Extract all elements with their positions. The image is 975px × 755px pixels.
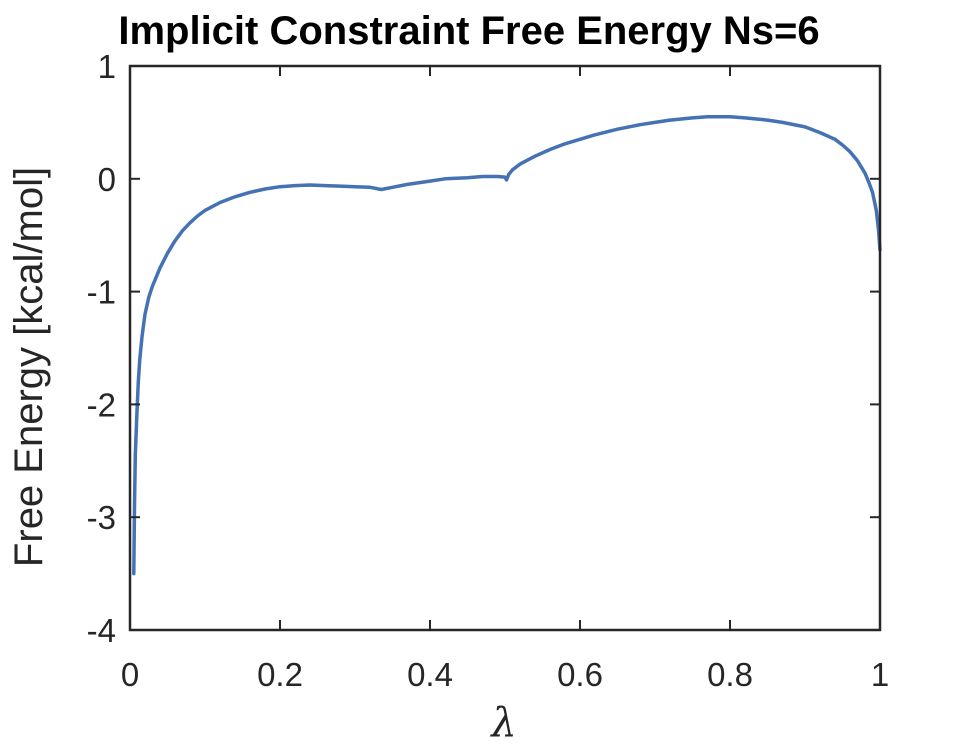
chart-title: Implicit Constraint Free Energy Ns=6 xyxy=(118,9,819,53)
y-axis-label: Free Energy [kcal/mol] xyxy=(7,167,51,567)
x-tick-label: 0.2 xyxy=(257,656,303,693)
x-tick-label: 0 xyxy=(121,656,139,693)
x-tick-label: 1 xyxy=(871,656,889,693)
y-tick-label: -2 xyxy=(87,386,116,423)
y-tick-label: 1 xyxy=(98,48,116,85)
y-tick-label: -1 xyxy=(87,274,116,311)
x-tick-label: 0.6 xyxy=(557,656,603,693)
series-line-0 xyxy=(132,115,882,576)
plot-layer: 0 0.2 0.4 0.6 0.8 1 -4 -3 -2 -1 0 1 xyxy=(87,48,890,693)
y-tick-label: 0 xyxy=(98,161,116,198)
x-tick-label: 0.4 xyxy=(407,656,453,693)
x-tick-label: 0.8 xyxy=(707,656,753,693)
x-axis-label: λ xyxy=(489,700,516,746)
y-tick-label: -4 xyxy=(87,612,116,649)
axes-box xyxy=(128,64,882,632)
y-tick-label: -3 xyxy=(87,499,116,536)
